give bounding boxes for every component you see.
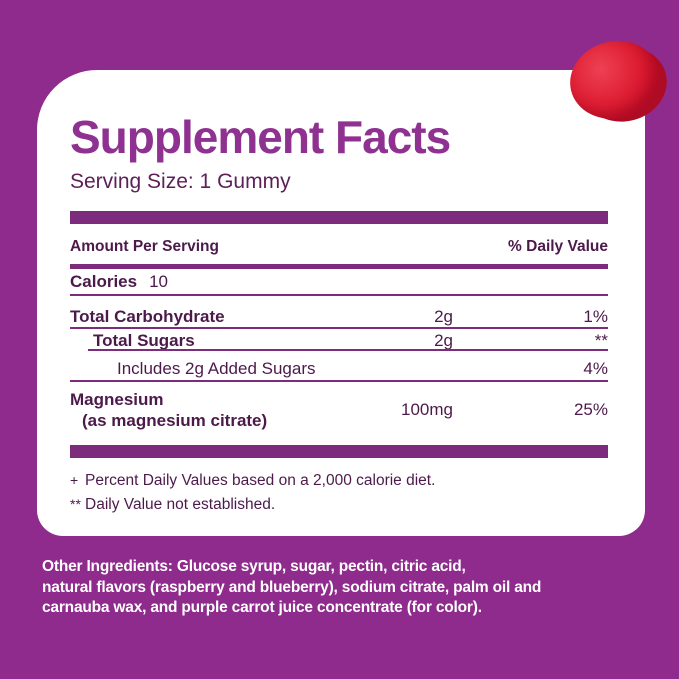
total-carbohydrate-dv: 1% xyxy=(583,307,608,326)
gummy-body-shape xyxy=(561,31,668,129)
serving-size-text: Serving Size: 1 Gummy xyxy=(70,170,291,193)
other-ingredients-text: Glucose syrup, sugar, pectin, citric aci… xyxy=(42,558,542,616)
total-sugars-dv: ** xyxy=(594,331,608,350)
magnesium-label: Magnesium xyxy=(70,390,164,409)
supplement-facts-title: Supplement Facts xyxy=(70,111,451,163)
row-added-sugars: Includes 2g Added Sugars 4% xyxy=(70,355,608,382)
plus-symbol: + xyxy=(70,472,79,488)
calories-value: 10 xyxy=(149,272,169,291)
row-magnesium: Magnesium (as magnesium citrate) 100mg 2… xyxy=(70,382,608,442)
footnote-daily-values-text: Percent Daily Values based on a 2,000 ca… xyxy=(85,472,436,489)
header-divider xyxy=(70,264,608,269)
amount-per-serving-header: Amount Per Serving xyxy=(70,238,219,255)
supplement-facts-card: Supplement Facts Serving Size: 1 Gummy A… xyxy=(37,70,645,536)
row-calories: Calories 10 xyxy=(70,269,608,296)
footnote-not-established-text: Daily Value not established. xyxy=(85,496,276,513)
other-ingredients-label: Other Ingredients: xyxy=(42,558,173,575)
total-carbohydrate-amount: 2g xyxy=(434,307,453,326)
calories-label: Calories xyxy=(70,272,138,291)
total-sugars-label: Total Sugars xyxy=(93,331,195,350)
column-header-row: Amount Per Serving % Daily Value xyxy=(70,238,608,260)
added-sugars-dv: 4% xyxy=(583,359,608,378)
magnesium-dv: 25% xyxy=(573,400,608,419)
bottom-accent-bar xyxy=(70,445,608,458)
total-sugars-amount: 2g xyxy=(434,331,453,350)
footnote-not-established: ** Daily Value not established. xyxy=(70,496,608,514)
top-accent-bar xyxy=(70,211,608,224)
other-ingredients-paragraph: Other Ingredients: Glucose syrup, sugar,… xyxy=(42,557,627,619)
total-carbohydrate-label: Total Carbohydrate xyxy=(70,307,225,326)
red-gummy-image xyxy=(561,31,675,131)
magnesium-sublabel: (as magnesium citrate) xyxy=(82,411,268,430)
row-total-carbohydrate: Total Carbohydrate 2g 1% xyxy=(70,296,608,329)
double-asterisk-symbol: ** xyxy=(70,496,81,512)
magnesium-amount: 100mg xyxy=(401,400,453,419)
indented-divider xyxy=(88,349,608,351)
added-sugars-label: Includes 2g Added Sugars xyxy=(117,359,316,378)
row-total-sugars: Total Sugars 2g ** xyxy=(70,329,608,351)
daily-value-header: % Daily Value xyxy=(508,238,608,255)
footnote-daily-values: + Percent Daily Values based on a 2,000 c… xyxy=(70,472,608,490)
